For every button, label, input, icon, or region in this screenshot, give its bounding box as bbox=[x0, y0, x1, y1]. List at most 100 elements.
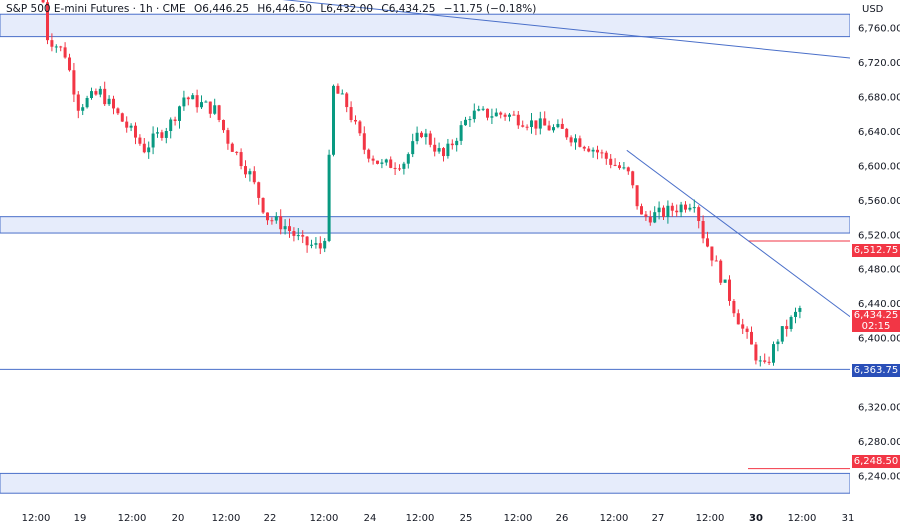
candle-body bbox=[684, 204, 687, 210]
price-zone bbox=[0, 472, 851, 494]
currency-label[interactable]: USD bbox=[862, 4, 884, 15]
candle-body bbox=[732, 300, 736, 314]
last-price: 6,434.25 bbox=[853, 310, 899, 321]
candle-body bbox=[235, 151, 239, 153]
bar-countdown: 02:15 bbox=[861, 321, 891, 332]
candle-body bbox=[675, 210, 679, 213]
candle-body bbox=[371, 158, 375, 161]
candle-body bbox=[503, 114, 507, 117]
candle-body bbox=[604, 152, 608, 159]
time-tick-label: 26 bbox=[556, 513, 569, 524]
candle-body bbox=[402, 163, 406, 169]
candle-body bbox=[279, 216, 283, 230]
time-tick-label: 12:00 bbox=[504, 513, 533, 524]
candle-body bbox=[120, 113, 124, 122]
high-value: H6,446.50 bbox=[257, 3, 313, 15]
candle-body bbox=[354, 119, 357, 122]
candle-body bbox=[723, 279, 727, 283]
candle-body bbox=[411, 141, 415, 155]
candle-body bbox=[151, 133, 155, 148]
price-zone bbox=[0, 216, 851, 234]
time-tick-label: 12:00 bbox=[600, 513, 629, 524]
candle-body bbox=[609, 158, 613, 165]
candle-body bbox=[310, 244, 313, 246]
candle-body bbox=[472, 110, 476, 120]
candle-body bbox=[679, 204, 683, 213]
candle-body bbox=[600, 152, 604, 154]
candle-body bbox=[332, 85, 335, 155]
candle-body bbox=[477, 109, 481, 111]
candle-body bbox=[239, 152, 243, 167]
candle-body bbox=[358, 121, 362, 134]
candle-body bbox=[292, 231, 296, 236]
time-tick-label: 24 bbox=[364, 513, 377, 524]
candle-body bbox=[521, 125, 525, 127]
candle-body bbox=[736, 313, 740, 325]
candle-body bbox=[644, 214, 648, 217]
candle-body bbox=[424, 133, 428, 138]
candle-body bbox=[508, 114, 511, 117]
candle-body bbox=[362, 133, 366, 150]
price-tick-label: 6,560.00 bbox=[858, 196, 900, 207]
candle-body bbox=[767, 361, 771, 363]
time-tick-label: 20 bbox=[172, 513, 185, 524]
candle-body bbox=[296, 235, 300, 237]
candle-body bbox=[367, 149, 371, 159]
candle-body bbox=[213, 105, 217, 114]
candle-body bbox=[494, 112, 498, 117]
candle-body bbox=[525, 126, 529, 128]
candle-body bbox=[226, 130, 230, 144]
candle-body bbox=[129, 125, 133, 128]
candle-body bbox=[697, 207, 701, 222]
candle-body bbox=[446, 143, 450, 157]
candle-body bbox=[283, 226, 287, 230]
price-tick-label: 6,760.00 bbox=[858, 24, 900, 35]
candle-body bbox=[543, 118, 547, 126]
candle-body bbox=[657, 207, 661, 213]
candle-body bbox=[230, 143, 234, 152]
candle-body bbox=[393, 167, 397, 169]
candle-body bbox=[741, 324, 745, 329]
candle-body bbox=[534, 120, 538, 129]
time-axis bbox=[0, 505, 900, 525]
candle-body bbox=[798, 308, 802, 312]
candle-body bbox=[90, 91, 93, 98]
candle-body bbox=[754, 344, 758, 361]
last-price-tag: 6,434.25 02:15 bbox=[852, 310, 900, 332]
candle-body bbox=[745, 328, 749, 332]
candle-body bbox=[257, 182, 261, 198]
time-tick-label: 12:00 bbox=[310, 513, 339, 524]
price-tick-label: 6,400.00 bbox=[858, 334, 900, 345]
candle-body bbox=[147, 147, 151, 153]
symbol-label[interactable]: S&P 500 E-mini Futures · 1h · CME bbox=[6, 3, 186, 15]
candle-body bbox=[301, 235, 305, 237]
candle-body bbox=[437, 148, 441, 152]
candle-body bbox=[54, 46, 58, 48]
time-tick-label: 19 bbox=[74, 513, 87, 524]
candle-body bbox=[587, 148, 591, 152]
candle-body bbox=[195, 95, 199, 108]
candle-body bbox=[156, 132, 159, 134]
candle-body bbox=[785, 326, 789, 329]
candle-body bbox=[376, 160, 379, 164]
price-tick-label: 6,520.00 bbox=[858, 230, 900, 241]
candle-body bbox=[142, 143, 146, 153]
price-tick-label: 6,480.00 bbox=[858, 265, 900, 276]
target-price-tag: 6,248.50 bbox=[852, 455, 900, 468]
candle-body bbox=[274, 216, 278, 221]
candle-body bbox=[772, 344, 775, 363]
candle-body bbox=[640, 206, 643, 215]
time-tick-label: 22 bbox=[264, 513, 277, 524]
candle-body bbox=[428, 133, 432, 145]
candle-body bbox=[107, 98, 111, 105]
candle-body bbox=[635, 185, 639, 207]
candle-body bbox=[648, 216, 652, 223]
price-tick-label: 6,720.00 bbox=[858, 58, 900, 69]
time-tick-label: 31 bbox=[842, 513, 855, 524]
candle-body bbox=[613, 164, 617, 166]
candle-body bbox=[380, 162, 384, 164]
time-tick-label: 12:00 bbox=[22, 513, 51, 524]
candle-body bbox=[464, 119, 467, 126]
candle-body bbox=[46, 2, 49, 41]
